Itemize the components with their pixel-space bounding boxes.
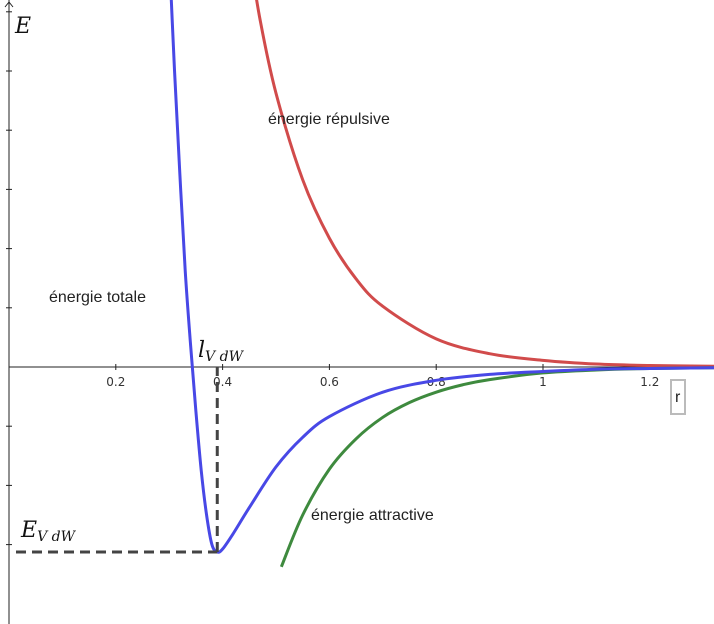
total-curve xyxy=(169,0,714,554)
y-axis-arrow xyxy=(4,1,14,8)
x-ticks: 0.2 0.4 0.6 0.8 1 1.2 xyxy=(106,364,659,389)
x-tick-label: 1 xyxy=(539,375,547,389)
x-axis-title-box xyxy=(670,379,686,415)
x-tick-label: 1.2 xyxy=(640,375,659,389)
curves xyxy=(169,0,714,568)
repulsive-curve xyxy=(255,0,714,368)
attractive-curve xyxy=(279,366,714,568)
label-total: énergie totale xyxy=(49,289,146,306)
label-repulsive: énergie répulsive xyxy=(268,111,390,128)
x-tick-label: 0.6 xyxy=(320,375,339,389)
label-attractive: énergie attractive xyxy=(311,507,434,524)
x-tick-label: 0.2 xyxy=(106,375,125,389)
evdw-label: EV dW xyxy=(20,518,77,545)
lvdw-label: lV dW xyxy=(198,338,245,365)
x-axis-title: r xyxy=(675,389,681,406)
y-axis-title: E xyxy=(14,14,31,39)
